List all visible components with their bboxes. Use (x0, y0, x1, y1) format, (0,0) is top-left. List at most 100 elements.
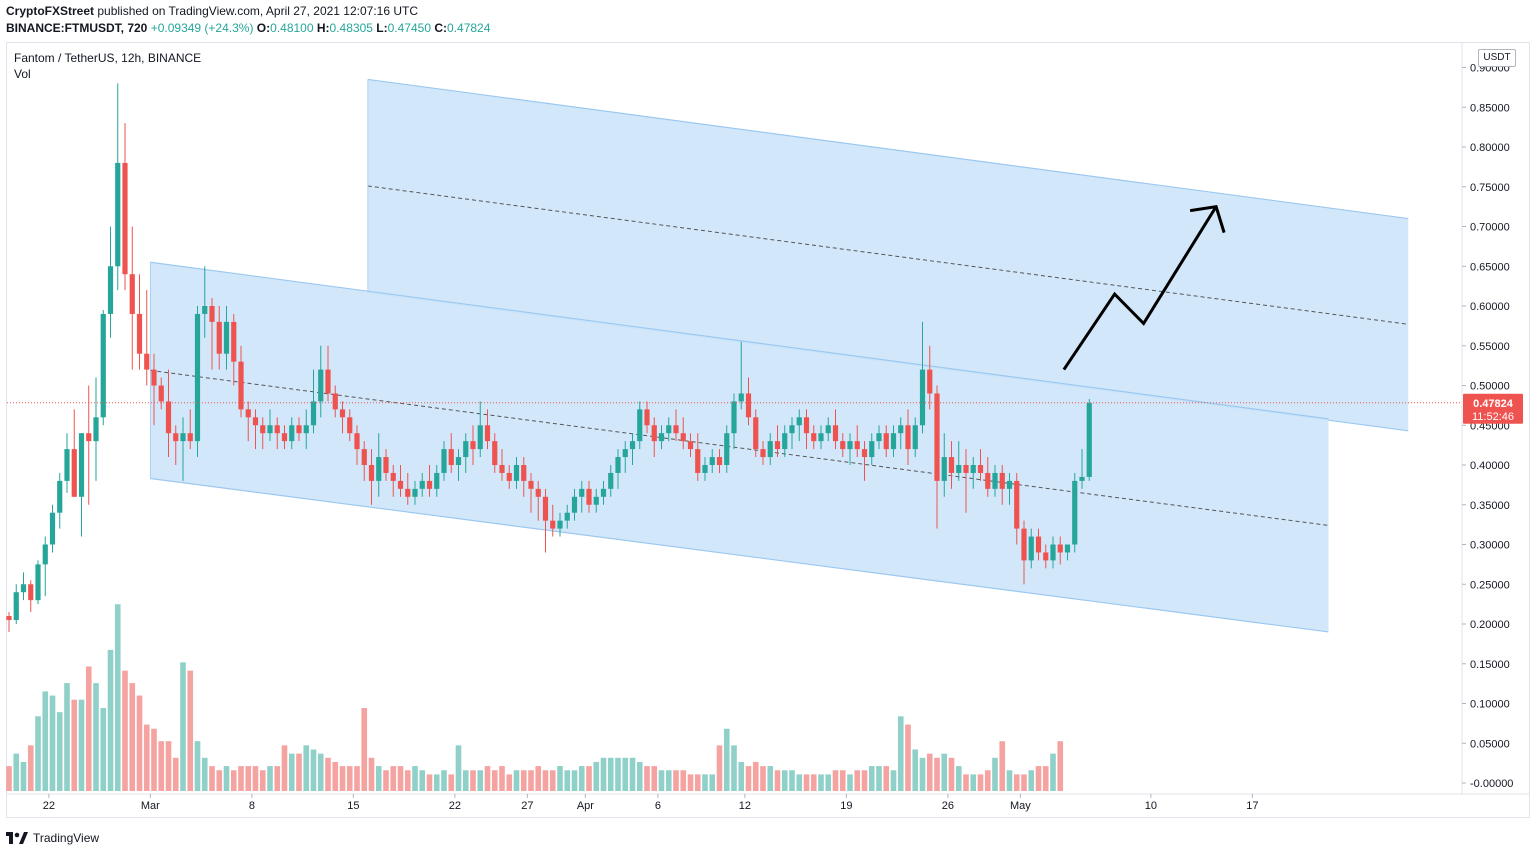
candle (774, 425, 781, 458)
candle (825, 417, 831, 442)
candle (600, 480, 607, 505)
candle (136, 274, 143, 370)
channel-layer (149, 78, 1409, 633)
volume-bar (796, 774, 803, 791)
candle (1028, 528, 1034, 569)
candle-body (564, 512, 570, 521)
candle-body (825, 425, 831, 434)
price-tick-label: 0.25000 (1470, 579, 1510, 591)
volume-bar (600, 757, 607, 791)
volume-bar (390, 766, 397, 791)
volume-bar (151, 728, 157, 791)
tradingview-logo-icon[interactable] (6, 832, 28, 844)
close-label: C: (434, 21, 448, 35)
volume-bar (361, 708, 368, 791)
candle (666, 417, 672, 442)
candle-body (426, 480, 433, 489)
volume-bar (455, 745, 462, 791)
volume-bar (165, 741, 172, 791)
volume-bar (912, 749, 919, 791)
candle-body (1050, 544, 1056, 561)
candle (260, 417, 266, 450)
time-tick-label: 10 (1145, 800, 1157, 812)
author-name[interactable]: CryptoFXStreet (6, 4, 95, 18)
candle (760, 441, 766, 465)
candle (470, 425, 476, 465)
candle-body (1035, 536, 1042, 553)
candle (644, 401, 650, 434)
candle (115, 83, 121, 291)
volume-bar (629, 757, 636, 791)
candle (550, 504, 556, 537)
volume-bar (615, 757, 621, 791)
candle-body (535, 488, 541, 497)
series-title[interactable]: Fantom / TetherUS, 12h, BINANCE (14, 51, 202, 65)
candle (477, 401, 483, 458)
price-tick-label: 0.30000 (1470, 540, 1510, 552)
candle (753, 409, 759, 458)
candle (702, 457, 708, 481)
bar-countdown-label: 11:52:46 (1472, 411, 1514, 423)
low-value: 0.47450 (387, 21, 431, 35)
candle-body (760, 449, 766, 458)
candle (151, 353, 157, 426)
candle-body (767, 441, 773, 458)
candle-body (731, 401, 737, 434)
volume-bar (760, 766, 766, 791)
candle (992, 465, 998, 497)
candle-body (281, 433, 288, 442)
candle (1043, 544, 1049, 569)
brand-name[interactable]: TradingView (33, 831, 100, 845)
volume-bar (252, 766, 259, 791)
price-tick-label: 0.55000 (1470, 341, 1510, 353)
volume-bar (557, 766, 563, 791)
candle (6, 612, 12, 632)
candle-body (571, 496, 578, 513)
volume-bar (346, 766, 353, 791)
candle-body (347, 417, 353, 434)
volume-bar (586, 766, 592, 791)
candle (651, 417, 657, 458)
candle (426, 465, 433, 497)
candle (303, 409, 309, 450)
candle (542, 488, 549, 553)
volume-bar (288, 753, 295, 791)
volume-bar (375, 766, 382, 791)
volume-bar (1050, 753, 1056, 791)
candle (977, 449, 984, 481)
candle-body (238, 361, 244, 410)
candle-body (673, 425, 679, 434)
price-tick-label: 0.80000 (1470, 142, 1510, 154)
price-tick-label: 0.75000 (1470, 182, 1510, 194)
candle (64, 433, 70, 493)
candle-body (832, 425, 839, 442)
volume-label[interactable]: Vol (14, 67, 31, 81)
volume-bar (709, 774, 716, 791)
volume-bar (731, 745, 737, 791)
volume-bar (35, 716, 41, 791)
candle (818, 425, 824, 450)
volume-bar (868, 766, 875, 791)
candle-body (325, 369, 331, 394)
volume-bar (687, 774, 694, 791)
volume-bar (238, 766, 244, 791)
candle (796, 409, 802, 442)
volume-bar (593, 761, 600, 791)
volume-layer (6, 604, 1064, 791)
candle (35, 560, 41, 605)
candle (441, 441, 447, 481)
candle (927, 345, 933, 410)
candle-layer (6, 83, 1092, 632)
candle (289, 417, 295, 450)
candle (658, 425, 665, 450)
candle (107, 226, 114, 338)
candle (956, 441, 962, 481)
chart-frame[interactable] (6, 42, 1530, 818)
volume-bar (339, 766, 346, 791)
candle (1086, 399, 1092, 481)
currency-unit-button[interactable]: USDT (1478, 49, 1516, 67)
candle-body (876, 433, 882, 442)
volume-bar (71, 699, 78, 791)
price-tick-label: 0.50000 (1470, 381, 1510, 393)
